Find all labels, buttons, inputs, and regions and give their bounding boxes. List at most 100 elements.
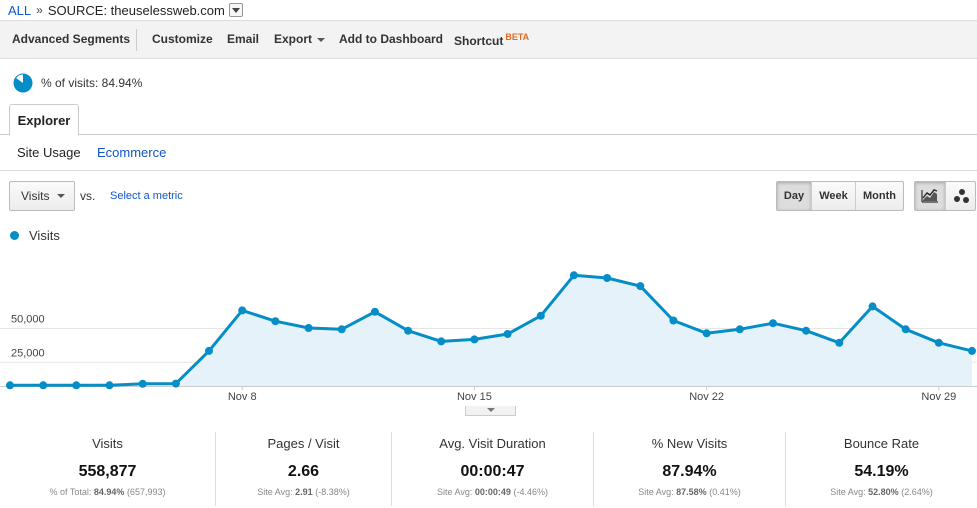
chart-legend: Visits	[10, 228, 60, 243]
x-tick-label: Nov 15	[457, 391, 492, 403]
data-point	[569, 271, 578, 280]
data-point	[6, 381, 14, 390]
source-dropdown-button[interactable]	[228, 3, 243, 17]
data-point	[702, 329, 711, 338]
stat-comparison-prefix: Site Avg:	[437, 487, 473, 497]
bubble-chart-icon	[953, 189, 969, 203]
stat-label: Bounce Rate	[843, 436, 920, 451]
stat-comparison: Site Avg: 00:00:49 (-4.46%)	[392, 487, 593, 497]
report-tabs: Explorer	[0, 104, 977, 136]
summary-stats: Visits 558,877 % of Total: 84.94% (657,993…	[0, 432, 977, 508]
stat-value: 54.19%	[854, 463, 909, 480]
data-point	[636, 282, 645, 291]
toolbar-divider	[136, 29, 137, 51]
day-button[interactable]: Day	[777, 182, 811, 210]
stat-comparison-change: (657,993)	[126, 487, 166, 497]
segment-label: % of visits: 84.94%	[41, 76, 143, 90]
data-point	[835, 338, 844, 347]
stat-value: 2.66	[287, 463, 320, 480]
chevron-down-icon	[317, 37, 326, 42]
data-point	[39, 381, 48, 390]
legend-dot-icon	[10, 231, 19, 240]
stat-comparison-value: 52.80%	[868, 487, 899, 497]
beta-badge: BETA	[505, 32, 530, 42]
metric-dropdown-value: Visits	[21, 189, 50, 203]
stat-comparison-value: 87.58%	[676, 487, 707, 497]
data-point	[603, 274, 612, 282]
breadcrumb-separator: »	[36, 3, 43, 17]
data-point	[735, 325, 744, 334]
chart-type-toggle	[914, 181, 976, 211]
data-point	[370, 307, 379, 316]
chevron-down-icon	[57, 194, 65, 198]
stat-card: Avg. Visit Duration 00:00:47 Site Avg: 00:…	[392, 432, 594, 506]
stat-label: Visits	[92, 436, 123, 451]
stat-comparison-value: 84.94%	[93, 487, 125, 497]
stat-card: Bounce Rate 54.19% Site Avg: 52.80% (2.64%…	[786, 432, 977, 506]
data-point	[802, 326, 811, 335]
x-tick-label: Nov 29	[921, 391, 956, 403]
shortcut-label: Shortcut	[454, 34, 504, 48]
select-metric-link[interactable]: Select a metric	[110, 190, 183, 202]
stat-label: % New Visits	[651, 436, 728, 451]
stat-value: 00:00:47	[460, 463, 525, 480]
motion-chart-button[interactable]	[945, 182, 975, 210]
legend-label: Visits	[29, 228, 60, 243]
pie-chart-icon	[13, 73, 33, 93]
export-label: Export	[274, 32, 313, 46]
stat-value: 87.94%	[662, 463, 717, 480]
month-button[interactable]: Month	[855, 182, 903, 210]
stat-comparison-prefix: % of Total:	[49, 487, 92, 497]
vs-label: vs.	[80, 189, 96, 203]
stat-card: Visits 558,877 % of Total: 84.94% (657,993…	[0, 432, 216, 506]
x-tick-label: Nov 22	[689, 391, 724, 403]
data-point	[205, 346, 213, 355]
breadcrumb-all-link[interactable]: ALL	[8, 2, 32, 18]
data-point	[271, 317, 280, 326]
report-toolbar: Advanced Segments Customize Email Export…	[0, 20, 977, 59]
email-button[interactable]: Email	[227, 32, 260, 46]
metric-dropdown[interactable]: Visits	[9, 181, 75, 211]
stat-card: Pages / Visit 2.66 Site Avg: 2.91 (-8.38%)	[216, 432, 392, 506]
breadcrumb-source: SOURCE: theuselessweb.com	[47, 2, 225, 18]
subtab-site-usage[interactable]: Site Usage	[17, 145, 81, 160]
tab-explorer[interactable]: Explorer	[9, 104, 79, 136]
data-point	[769, 319, 777, 328]
data-point	[238, 306, 247, 315]
series-area	[10, 275, 972, 386]
stat-comparison-change: (-8.38%)	[315, 487, 350, 497]
stat-comparison-change: (-4.46%)	[513, 487, 548, 497]
subtabs: Site Usage Ecommerce	[0, 135, 977, 171]
customize-button[interactable]: Customize	[152, 32, 213, 46]
stat-comparison: Site Avg: 52.80% (2.64%)	[786, 487, 977, 497]
data-point	[105, 381, 114, 390]
data-point	[934, 338, 943, 347]
data-point	[404, 326, 413, 335]
data-point	[470, 335, 479, 344]
data-point	[437, 337, 446, 346]
export-button[interactable]: Export	[274, 32, 326, 46]
chart-collapse-handle[interactable]	[465, 406, 516, 416]
stat-label: Pages / Visit	[267, 436, 340, 451]
stat-comparison-prefix: Site Avg:	[638, 487, 674, 497]
add-to-dashboard-button[interactable]: Add to Dashboard	[339, 32, 443, 46]
shortcut-button[interactable]: Shortcut BETA	[454, 32, 529, 48]
x-tick-label: Nov 8	[228, 391, 257, 403]
line-chart-button[interactable]	[915, 182, 945, 210]
data-point	[72, 381, 81, 390]
y-tick-label: 25,000	[11, 347, 45, 359]
visits-line-chart: 50,000 25,000 Nov 8 Nov 15 Nov 22 Nov 29	[0, 271, 977, 403]
week-button[interactable]: Week	[811, 182, 855, 210]
advanced-segments-button[interactable]: Advanced Segments	[12, 32, 131, 46]
subtab-ecommerce[interactable]: Ecommerce	[97, 145, 167, 160]
stat-comparison-value: 00:00:49	[474, 487, 511, 497]
stat-comparison-prefix: Site Avg:	[830, 487, 866, 497]
stat-comparison-prefix: Site Avg:	[257, 487, 293, 497]
stat-comparison: Site Avg: 87.58% (0.41%)	[594, 487, 785, 497]
data-point	[503, 330, 512, 338]
period-toggle: Day Week Month	[776, 181, 904, 211]
data-point	[138, 379, 147, 388]
data-point	[304, 324, 313, 332]
data-point	[901, 325, 910, 334]
segment-indicator: % of visits: 84.94%	[13, 73, 142, 93]
